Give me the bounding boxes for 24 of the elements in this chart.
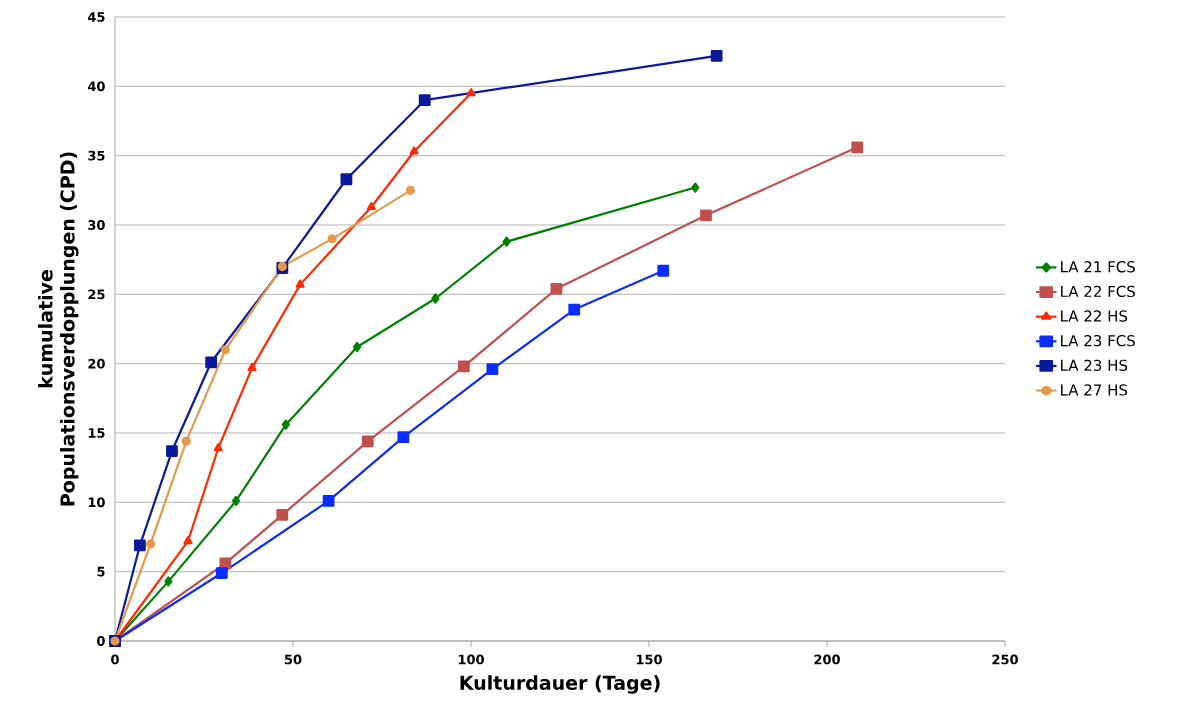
y-tick-label: 45: [87, 12, 105, 22]
legend-label: LA 27 HS: [1061, 384, 1128, 396]
legend-label: LA 22 FCS: [1061, 285, 1135, 298]
x-tick-label: 50: [284, 654, 302, 665]
y-tick-label: 25: [88, 289, 105, 300]
y-tick-label: 20: [88, 358, 105, 369]
x-tick-label: 100: [458, 654, 484, 665]
y-tick-label: 35: [88, 150, 105, 161]
y-tick-label: 15: [88, 428, 105, 438]
legend-label: LA 23 FCS: [1061, 335, 1135, 347]
y-tick-label: 10: [88, 497, 105, 508]
legend-label: LA 23 HS: [1061, 359, 1128, 371]
y-tick-label: 30: [88, 220, 105, 230]
x-axis-title: Kulturdauer (Tage): [460, 675, 660, 694]
y-tick-label: 40: [87, 81, 105, 92]
x-tick-label: 0: [111, 654, 119, 665]
x-tick-label: 250: [992, 654, 1018, 665]
y-tick-label: 0: [97, 636, 105, 646]
y-axis-title: kumulative Populationsverdopplungen (CPD): [37, 152, 79, 506]
y-tick-label: 5: [97, 566, 105, 577]
legend-label: LA 22 HS: [1061, 310, 1128, 322]
legend-label: LA 21 FCS: [1061, 261, 1135, 273]
x-tick-label: 150: [636, 654, 662, 665]
x-tick-label: 200: [814, 654, 840, 665]
